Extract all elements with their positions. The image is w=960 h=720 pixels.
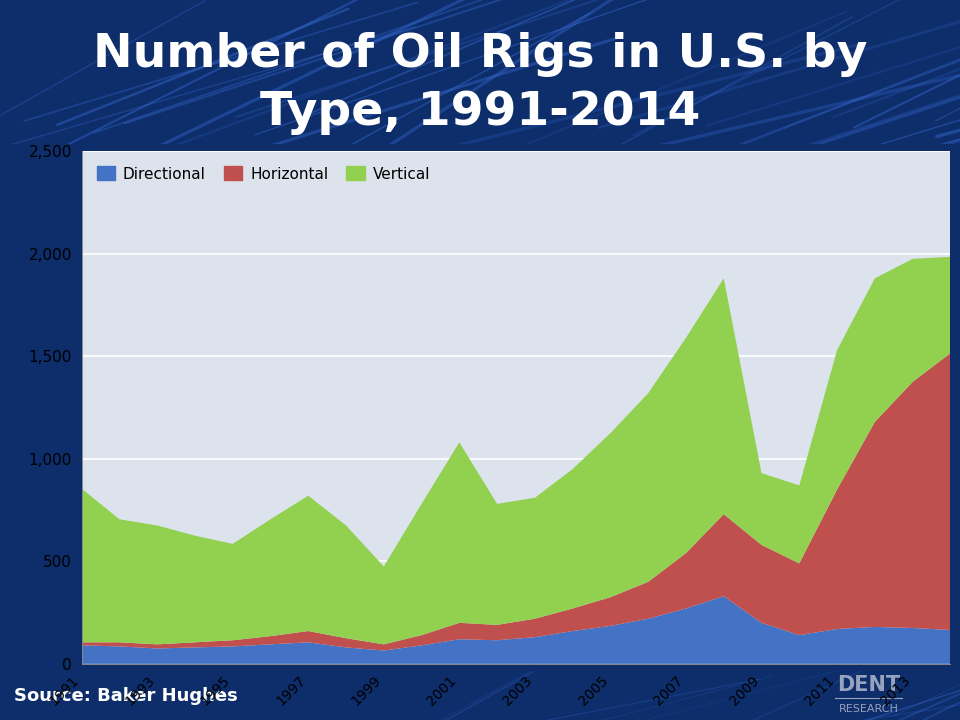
Text: DENT: DENT [837,675,900,695]
Text: Type, 1991-2014: Type, 1991-2014 [260,90,700,135]
Text: Source: Baker Hughes: Source: Baker Hughes [14,687,238,704]
Legend: Directional, Horizontal, Vertical: Directional, Horizontal, Vertical [89,159,438,189]
Text: Number of Oil Rigs in U.S. by: Number of Oil Rigs in U.S. by [93,32,867,77]
Text: RESEARCH: RESEARCH [839,704,899,714]
